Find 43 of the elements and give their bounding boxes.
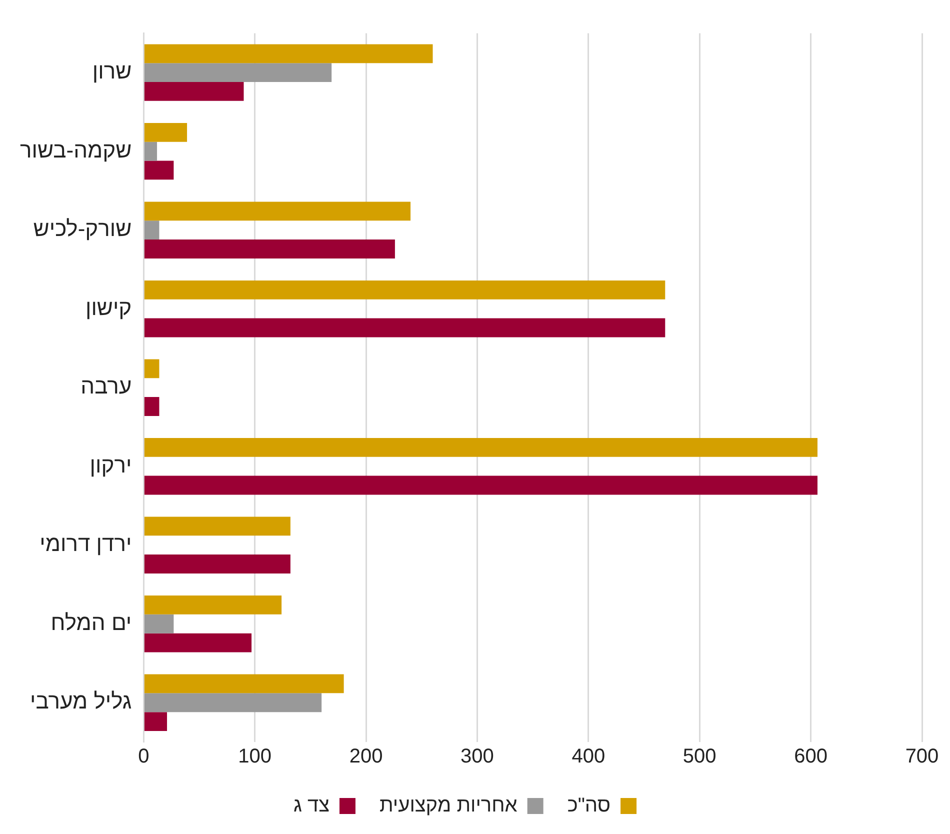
x-tick-label: 300 xyxy=(460,746,494,768)
bar xyxy=(144,202,411,221)
x-tick-label: 700 xyxy=(905,746,939,768)
bar xyxy=(144,397,160,416)
y-tick-label: שקמה-בשור xyxy=(20,137,132,162)
x-tick-label: 500 xyxy=(682,746,716,768)
y-tick-label: קישון xyxy=(85,294,132,320)
y-tick-label: ירקון xyxy=(90,452,132,478)
y-tick-label: שורק-לכיש xyxy=(33,216,132,242)
x-tick-label: 100 xyxy=(238,746,272,768)
legend-label: אחריות מקצועית xyxy=(379,794,518,817)
bar xyxy=(144,596,282,614)
x-tick-label: 400 xyxy=(572,746,606,768)
bar xyxy=(144,633,252,652)
bar xyxy=(144,712,168,731)
bar xyxy=(144,220,160,240)
x-tick-label: 0 xyxy=(138,746,150,768)
y-tick-label: ערבה xyxy=(80,374,132,399)
bar xyxy=(144,516,290,536)
bar xyxy=(144,63,332,82)
y-tick-label: גליל מערבי xyxy=(30,688,132,714)
bar xyxy=(144,693,322,712)
y-tick-label: ירדן דרומי xyxy=(40,531,132,556)
bar xyxy=(144,554,290,574)
x-tick-label: 200 xyxy=(349,746,383,768)
bar xyxy=(144,674,344,694)
bar xyxy=(144,82,244,101)
legend-label: סה"כ xyxy=(567,794,611,817)
bar xyxy=(144,318,666,338)
bar xyxy=(144,614,174,634)
bar xyxy=(144,240,395,258)
bar xyxy=(144,280,666,300)
bar xyxy=(144,438,818,457)
y-tick-label: שרון xyxy=(92,58,132,84)
bar xyxy=(144,160,174,180)
bar xyxy=(144,142,158,161)
bar xyxy=(144,359,160,378)
bar xyxy=(144,44,433,64)
bar xyxy=(144,122,188,142)
y-tick-label: ים המלח xyxy=(50,610,132,635)
x-tick-label: 600 xyxy=(794,746,828,768)
legend-label: צד ג xyxy=(293,794,330,817)
bar xyxy=(144,476,818,495)
